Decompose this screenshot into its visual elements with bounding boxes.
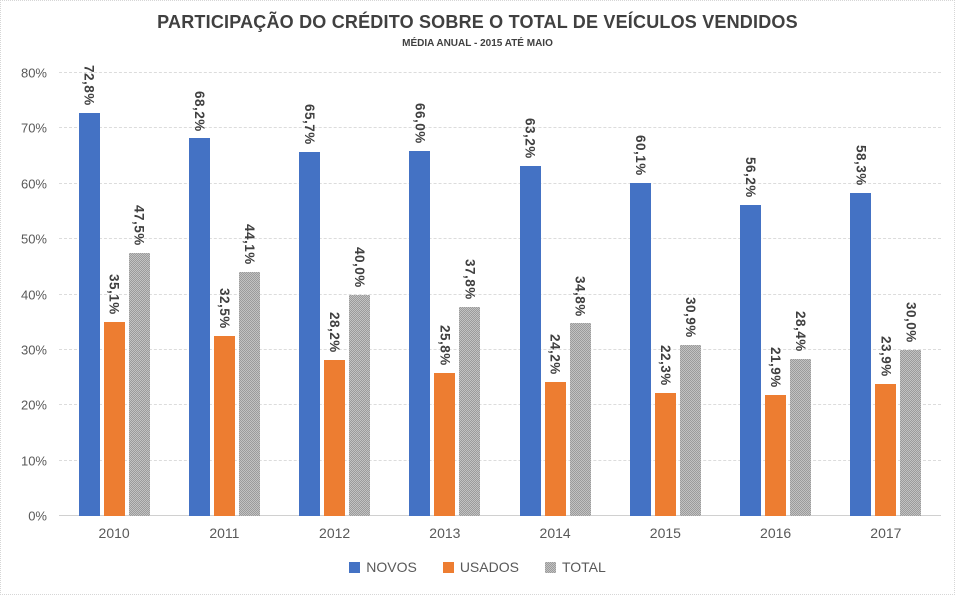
data-label-novos-2012: 65,7% [302, 104, 318, 146]
x-tick-label-2014: 2014 [539, 525, 571, 541]
bar-total-2016: 28,4% [790, 311, 812, 516]
gridline-80 [59, 72, 941, 73]
y-tick-label: 70% [20, 120, 47, 136]
data-label-usados-2015: 22,3% [657, 344, 673, 386]
gridline-30 [59, 348, 941, 350]
bar-group-2015: 60,1% 22,3% 30,9% [629, 73, 701, 516]
bar-usados-2010: 35,1% [103, 274, 125, 516]
bar-usados-2016: 21,9% [765, 347, 787, 516]
bar-group-2013: 66,0% 25,8% 37,8% [409, 73, 481, 516]
bar-novos-2014: 63,2% [519, 118, 541, 516]
y-axis: 0% 10% 20% 30% 40% 50% 60% 70% 80% [1, 66, 53, 524]
x-tick-label-2016: 2016 [760, 525, 792, 541]
data-label-total-2011: 44,1% [241, 224, 257, 265]
bar-novos-2012: 65,7% [299, 104, 321, 516]
data-label-total-2016: 28,4% [793, 310, 809, 352]
data-label-usados-2012: 28,2% [327, 312, 343, 353]
x-tick-label-2011: 2011 [209, 525, 240, 541]
bar-group-2014: 63,2% 24,2% 34,8% [519, 73, 591, 516]
bar-total-2012: 40,0% [349, 247, 371, 516]
legend-label-novos: NOVOS [366, 559, 417, 575]
data-label-usados-2010: 35,1% [106, 273, 122, 315]
bar-usados-2017: 23,9% [875, 336, 897, 516]
gridline-0 [59, 515, 941, 516]
bar-group-2012: 65,7% 28,2% 40,0% [299, 73, 371, 516]
data-label-novos-2013: 66,0% [412, 102, 428, 144]
data-label-usados-2014: 24,2% [547, 334, 563, 375]
chart-title: PARTICIPAÇÃO DO CRÉDITO SOBRE O TOTAL DE… [157, 12, 798, 32]
bar-total-2015: 30,9% [679, 297, 701, 516]
data-label-novos-2010: 72,8% [81, 65, 97, 106]
x-tick-label-2012: 2012 [319, 525, 351, 541]
data-label-usados-2016: 21,9% [768, 346, 784, 388]
bar-usados-2013: 25,8% [434, 325, 456, 516]
data-label-total-2013: 37,8% [462, 258, 478, 300]
data-label-novos-2016: 56,2% [743, 157, 759, 198]
gridline-50 [59, 238, 941, 240]
chart-subtitle: MÉDIA ANUAL - 2015 ATÉ MAIO [402, 38, 553, 49]
data-label-usados-2017: 23,9% [878, 335, 894, 377]
legend-swatch-total [544, 561, 556, 573]
y-tick-label: 0% [28, 508, 47, 524]
legend: NOVOS USADOS TOTAL [1, 559, 954, 575]
bar-total-2011: 44,1% [238, 224, 260, 516]
data-label-novos-2017: 58,3% [853, 145, 869, 187]
legend-swatch-usados [442, 561, 454, 573]
plot-area: 72,8% 35,1% 47,5% 68,2% 32,5% 44,1% 65,7% 28,2%… [59, 65, 941, 516]
bar-usados-2011: 32,5% [213, 288, 235, 516]
x-tick-label-2013: 2013 [429, 525, 461, 541]
bar-novos-2017: 58,3% [850, 145, 872, 516]
x-axis: 2010 2011 2012 2013 2014 2015 2016 2017 [59, 525, 941, 545]
legend-swatch-novos [349, 561, 361, 573]
x-tick-label-2010: 2010 [98, 525, 130, 541]
legend-item-novos: NOVOS [349, 559, 417, 575]
bar-novos-2015: 60,1% [629, 135, 651, 516]
data-label-novos-2014: 63,2% [522, 118, 538, 160]
y-tick-label: 60% [20, 176, 47, 192]
data-label-novos-2015: 60,1% [632, 135, 648, 177]
data-label-usados-2011: 32,5% [216, 288, 232, 330]
bar-total-2010: 47,5% [128, 205, 150, 516]
bar-novos-2016: 56,2% [740, 157, 762, 516]
legend-item-total: TOTAL [544, 559, 606, 575]
data-label-total-2014: 34,8% [572, 275, 588, 317]
data-label-usados-2013: 25,8% [437, 325, 453, 367]
bar-total-2017: 30,0% [900, 302, 922, 516]
legend-label-total: TOTAL [561, 559, 606, 575]
data-label-novos-2011: 68,2% [191, 90, 207, 132]
gridline-70 [59, 127, 941, 129]
y-tick-label: 50% [20, 231, 47, 247]
bar-group-2011: 68,2% 32,5% 44,1% [188, 73, 260, 516]
data-label-total-2017: 30,0% [903, 302, 919, 343]
bar-group-2010: 72,8% 35,1% 47,5% [78, 65, 150, 516]
y-tick-label: 30% [20, 342, 47, 358]
gridline-40 [59, 293, 941, 295]
bar-group-2016: 56,2% 21,9% 28,4% [740, 73, 812, 516]
y-tick-label: 80% [20, 65, 47, 81]
y-tick-label: 40% [20, 287, 47, 302]
data-label-total-2010: 47,5% [131, 205, 147, 246]
bar-usados-2015: 22,3% [654, 345, 676, 516]
x-tick-label-2017: 2017 [870, 525, 902, 541]
gridline-60 [59, 182, 941, 184]
bar-total-2014: 34,8% [569, 276, 591, 516]
x-tick-label-2015: 2015 [649, 525, 681, 541]
bar-usados-2012: 28,2% [324, 312, 346, 516]
legend-item-usados: USADOS [442, 559, 519, 575]
bar-group-2017: 58,3% 23,9% 30,0% [850, 73, 922, 516]
data-label-total-2015: 30,9% [682, 297, 698, 338]
bar-usados-2014: 24,2% [544, 334, 566, 516]
y-tick-label: 10% [20, 453, 47, 469]
bar-total-2013: 37,8% [459, 259, 481, 516]
data-label-total-2012: 40,0% [352, 246, 368, 288]
bar-novos-2010: 72,8% [78, 65, 100, 516]
gridline-10 [59, 459, 941, 461]
bar-novos-2011: 68,2% [188, 91, 210, 516]
bar-groups: 72,8% 35,1% 47,5% 68,2% 32,5% 44,1% 65,7% 28,2%… [59, 65, 941, 516]
y-tick-label: 20% [20, 397, 47, 413]
bar-novos-2013: 66,0% [409, 103, 431, 516]
gridline-20 [59, 404, 941, 406]
legend-label-usados: USADOS [459, 559, 519, 575]
